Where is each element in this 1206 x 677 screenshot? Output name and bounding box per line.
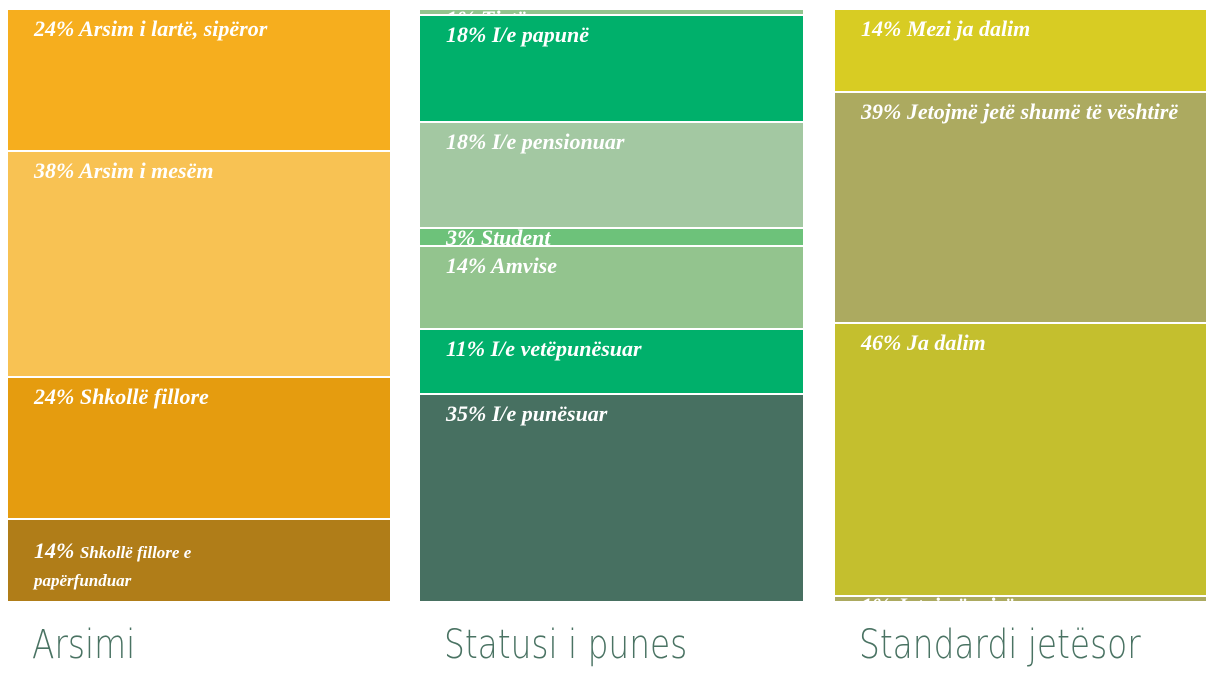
category-label: Arsim i lartë, sipëror bbox=[79, 16, 268, 41]
value-label: 11% bbox=[446, 336, 486, 362]
category-label: Shkollë fillore e papërfunduar bbox=[34, 542, 192, 590]
category-label: Arsim i mesëm bbox=[79, 158, 214, 184]
category-label: Shkollë fillore bbox=[79, 383, 209, 409]
segment-label: 14% Shkollë fillore e papërfunduar bbox=[34, 538, 274, 594]
segment-label: 3% Student bbox=[446, 229, 786, 248]
category-label: Amvise bbox=[491, 253, 558, 279]
segment: 35% I/e punësuar bbox=[420, 395, 803, 603]
value-label: 14% bbox=[861, 16, 902, 41]
segment-label: 14% Amvise bbox=[446, 253, 786, 279]
category-label: I/e punësuar bbox=[491, 401, 608, 427]
segment: 14% Shkollë fillore e papërfunduar bbox=[8, 519, 390, 603]
value-label: 39% bbox=[861, 99, 902, 125]
category-label: Student bbox=[480, 229, 551, 248]
value-label: 35% bbox=[446, 401, 487, 427]
category-label: Jetojmë mirë bbox=[896, 597, 1014, 601]
segment-label: 1% Jetojmë mirë bbox=[861, 597, 1181, 601]
segment: 18% I/e papunë bbox=[420, 15, 803, 123]
value-label: 24% bbox=[34, 16, 75, 41]
segment: 1% Tjetër bbox=[420, 10, 803, 16]
segment: 14% Amvise bbox=[420, 247, 803, 331]
segment-label: 14% Mezi ja dalim bbox=[861, 16, 1181, 42]
segment: 38% Arsim i mesëm bbox=[8, 152, 390, 378]
segment-label: 24% Shkollë fillore bbox=[34, 384, 274, 410]
segment: 3% Student bbox=[420, 229, 803, 248]
category-label: Mezi ja dalim bbox=[906, 16, 1031, 41]
segment: 24% Shkollë fillore bbox=[8, 377, 390, 520]
value-label: 1% bbox=[861, 597, 890, 601]
category-label: Tjetër bbox=[481, 10, 535, 14]
segment-label: 1% Tjetër bbox=[446, 10, 786, 14]
value-label: 46% bbox=[861, 330, 902, 356]
segment: 24% Arsim i lartë, sipëror bbox=[8, 10, 390, 153]
segment-label: 46% Ja dalim bbox=[861, 330, 1181, 356]
chart-title: Statusi i punes bbox=[444, 622, 688, 668]
value-label: 18% bbox=[446, 21, 487, 47]
chart-title: Arsimi bbox=[32, 622, 136, 668]
segment: 1% Jetojmë mirë bbox=[835, 597, 1206, 603]
segment-label: 18% I/e papunë bbox=[446, 22, 786, 48]
segment-label: 24% Arsim i lartë, sipëror bbox=[34, 16, 274, 42]
category-label: Jetojmë jetë shumë të vështirë bbox=[906, 99, 1179, 125]
segment: 39% Jetojmë jetë shumë të vështirë bbox=[835, 93, 1206, 325]
segment-label: 11% I/e vetëpunësuar bbox=[446, 336, 786, 362]
chart-title: Standardi jetësor bbox=[859, 622, 1141, 668]
value-label: 14% bbox=[34, 537, 75, 563]
category-label: I/e pensionuar bbox=[491, 128, 625, 154]
segment-label: 39% Jetojmë jetë shumë të vështirë bbox=[861, 99, 1181, 125]
category-label: I/e papunë bbox=[491, 21, 590, 47]
segment: 11% I/e vetëpunësuar bbox=[420, 330, 803, 396]
value-label: 38% bbox=[34, 158, 75, 184]
segment-label: 38% Arsim i mesëm bbox=[34, 158, 274, 184]
category-label: I/e vetëpunësuar bbox=[490, 336, 642, 362]
value-label: 3% bbox=[446, 229, 476, 248]
value-label: 1% bbox=[446, 10, 475, 14]
category-label: Ja dalim bbox=[906, 330, 986, 356]
segment: 14% Mezi ja dalim bbox=[835, 10, 1206, 94]
value-label: 18% bbox=[446, 128, 487, 154]
segment: 18% I/e pensionuar bbox=[420, 122, 803, 230]
segment: 46% Ja dalim bbox=[835, 324, 1206, 598]
value-label: 14% bbox=[446, 253, 487, 279]
segment-label: 18% I/e pensionuar bbox=[446, 129, 786, 155]
value-label: 24% bbox=[34, 383, 75, 409]
segment-label: 35% I/e punësuar bbox=[446, 401, 786, 427]
